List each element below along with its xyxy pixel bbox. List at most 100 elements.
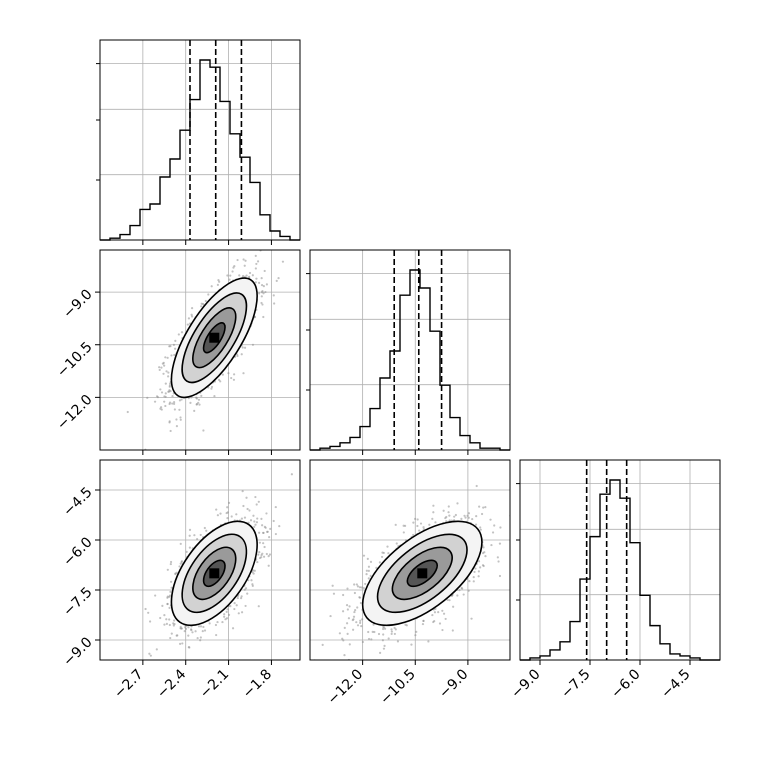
sample-point bbox=[233, 264, 236, 268]
sample-point bbox=[161, 604, 164, 608]
sample-point bbox=[438, 622, 442, 625]
sample-point bbox=[478, 505, 481, 508]
sample-point bbox=[260, 283, 264, 287]
x-tick-label: −6.0 bbox=[608, 666, 643, 701]
sample-point bbox=[149, 654, 152, 657]
sample-point bbox=[253, 569, 256, 572]
x-tick-label-group: −4.5 bbox=[658, 666, 693, 701]
sample-point bbox=[345, 604, 349, 607]
sample-point bbox=[346, 587, 349, 590]
sample-point bbox=[473, 570, 476, 574]
sample-point bbox=[223, 613, 226, 616]
sample-point bbox=[199, 636, 202, 639]
sample-point bbox=[493, 524, 496, 527]
sample-point bbox=[187, 626, 190, 629]
sample-point bbox=[390, 632, 393, 636]
sample-point bbox=[170, 580, 173, 583]
sample-point bbox=[180, 561, 183, 564]
x-tick-label-group: −7.5 bbox=[558, 666, 593, 701]
sample-point bbox=[278, 524, 281, 528]
sample-point bbox=[253, 520, 256, 523]
contour-line bbox=[170, 520, 258, 627]
sample-point bbox=[353, 583, 356, 586]
sample-point bbox=[467, 516, 470, 519]
sample-point bbox=[164, 392, 167, 395]
sample-point bbox=[171, 394, 174, 398]
sample-point bbox=[148, 620, 152, 623]
sample-point bbox=[245, 274, 248, 277]
sample-point bbox=[380, 555, 384, 559]
sample-point bbox=[352, 615, 356, 618]
sample-point bbox=[169, 636, 172, 640]
sample-point bbox=[360, 625, 363, 628]
sample-point bbox=[233, 601, 236, 605]
sample-point bbox=[341, 637, 344, 640]
sample-point bbox=[453, 515, 456, 518]
sample-point bbox=[215, 508, 218, 511]
sample-point bbox=[343, 626, 346, 629]
sample-point bbox=[240, 595, 243, 598]
sample-point bbox=[202, 429, 205, 432]
sample-point bbox=[178, 565, 181, 568]
contour-line bbox=[376, 533, 468, 614]
sample-point bbox=[173, 400, 176, 404]
sample-point bbox=[383, 644, 386, 647]
sample-point bbox=[126, 410, 129, 414]
sample-point bbox=[231, 270, 234, 273]
sample-point bbox=[367, 577, 370, 580]
sample-point bbox=[352, 628, 355, 631]
sample-point bbox=[162, 372, 165, 375]
sample-point bbox=[498, 542, 502, 545]
axes-frame bbox=[309, 459, 511, 661]
sample-point bbox=[253, 525, 256, 528]
sample-point bbox=[482, 546, 485, 549]
sample-point bbox=[355, 583, 358, 586]
sample-point bbox=[386, 545, 389, 548]
sample-point bbox=[249, 229, 251, 231]
sample-point bbox=[329, 614, 332, 618]
sample-point bbox=[214, 623, 218, 627]
sample-point bbox=[264, 526, 267, 529]
x-tick-label: −2.7 bbox=[111, 666, 146, 701]
sample-point bbox=[164, 382, 167, 385]
sample-point bbox=[244, 604, 247, 608]
sample-point bbox=[147, 611, 150, 614]
sample-point bbox=[346, 608, 349, 611]
sample-point bbox=[178, 399, 182, 402]
sample-point bbox=[169, 389, 172, 393]
sample-point bbox=[346, 632, 349, 635]
joint-density-panel: −12.0−10.5 −9.0 bbox=[309, 459, 511, 708]
sample-point bbox=[477, 570, 480, 573]
sample-point bbox=[475, 515, 478, 518]
x-tick-label: −2.4 bbox=[154, 666, 189, 701]
sample-point bbox=[479, 528, 482, 531]
sample-point bbox=[393, 632, 396, 636]
sample-point bbox=[166, 356, 169, 359]
sample-point bbox=[260, 277, 263, 280]
sample-point bbox=[168, 385, 171, 388]
sample-point bbox=[432, 504, 435, 507]
sample-point bbox=[437, 611, 440, 614]
sample-point bbox=[428, 523, 431, 526]
x-tick-label: −12.0 bbox=[325, 666, 367, 708]
sample-point bbox=[165, 622, 169, 626]
sample-point bbox=[342, 593, 345, 597]
panel-content bbox=[313, 484, 510, 660]
contour-line bbox=[181, 533, 248, 614]
sample-point bbox=[154, 594, 157, 597]
sample-point bbox=[221, 373, 224, 376]
sample-point bbox=[185, 550, 188, 554]
sample-point bbox=[377, 632, 381, 636]
x-tick-label-group: −1.8 bbox=[240, 666, 275, 701]
sample-point bbox=[442, 509, 445, 512]
sample-point bbox=[395, 542, 398, 545]
sample-point bbox=[241, 490, 244, 493]
sample-point bbox=[179, 542, 182, 545]
sample-point bbox=[199, 625, 203, 628]
sample-point bbox=[418, 529, 421, 532]
sample-point bbox=[347, 617, 351, 620]
sample-point bbox=[272, 294, 275, 297]
sample-point bbox=[248, 271, 252, 275]
sample-point bbox=[441, 628, 444, 632]
sample-point bbox=[390, 628, 393, 631]
